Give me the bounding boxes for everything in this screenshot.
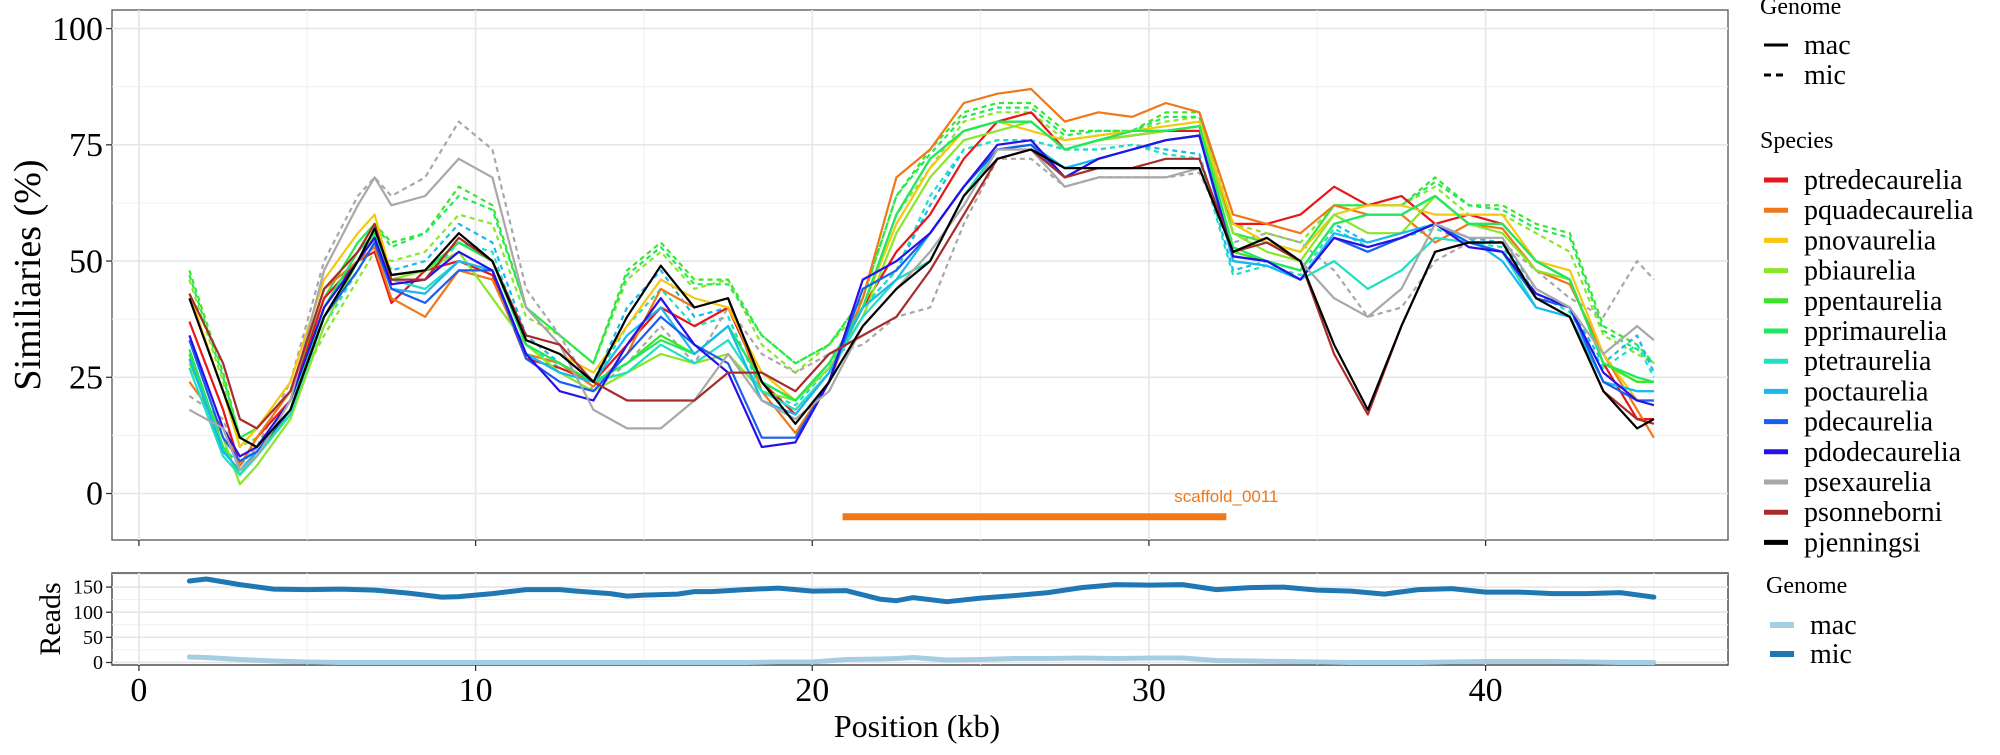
y-tick-label: 0 bbox=[93, 652, 103, 674]
x-axis-label: Position (kb) bbox=[834, 708, 1000, 744]
legend-species: Species ptredecaureliapquadecaureliapnov… bbox=[1760, 128, 1974, 558]
reads-panel: 0 50 100 150 0 10 20 30 40 Reads Position (kb) bbox=[34, 572, 1729, 744]
reads-y-axis-label: Reads bbox=[34, 582, 67, 655]
y-tick-label: 75 bbox=[69, 127, 103, 164]
reads-line-mic bbox=[186, 576, 1657, 605]
series-line-pjenningsi-mac bbox=[188, 148, 1655, 449]
legend-label: mic bbox=[1804, 60, 1846, 91]
legend-title: Genome bbox=[1760, 0, 1841, 20]
legend-label: pbiaurelia bbox=[1804, 256, 1917, 287]
legend-label: ptredecaurelia bbox=[1804, 165, 1963, 196]
series-line-ptredecaurelia-mac bbox=[188, 111, 1654, 467]
similarity-y-axis: 0 25 50 75 100 bbox=[52, 11, 112, 513]
similarity-y-axis-label: Similiaries (%) bbox=[7, 159, 49, 390]
y-tick-label: 150 bbox=[73, 577, 103, 599]
legend-title: Species bbox=[1760, 128, 1833, 154]
legend-label: psonneborni bbox=[1804, 497, 1943, 528]
legend-label: psexaurelia bbox=[1804, 467, 1932, 498]
scaffold-label: scaffold_0011 bbox=[1174, 487, 1278, 506]
legend-label: pdodecaurelia bbox=[1804, 437, 1962, 468]
legend-label: mac bbox=[1804, 30, 1851, 61]
similarity-gridlines bbox=[112, 10, 1728, 540]
legend-label: pdecaurelia bbox=[1804, 407, 1934, 438]
legend-label: ptetraurelia bbox=[1804, 346, 1932, 377]
x-axis: 0 10 20 30 40 bbox=[130, 665, 1503, 709]
legend-label: pprimaurelia bbox=[1804, 316, 1948, 347]
legend-label: pquadecaurelia bbox=[1804, 195, 1974, 226]
y-tick-label: 0 bbox=[86, 476, 103, 513]
series-line-pquadecaurelia-mac bbox=[188, 87, 1655, 467]
legend-label: mic bbox=[1810, 639, 1852, 670]
y-tick-label: 100 bbox=[52, 11, 103, 48]
series-line-ppentaurelia-mic bbox=[188, 101, 1655, 439]
reads-line-mac bbox=[186, 654, 1657, 665]
y-tick-label: 25 bbox=[69, 360, 103, 397]
scaffold-annotation: scaffold_0011 bbox=[842, 487, 1279, 521]
x-tick-label: 10 bbox=[459, 672, 493, 709]
legend-label: poctaurelia bbox=[1804, 376, 1929, 407]
x-tick-label: 30 bbox=[1132, 672, 1166, 709]
x-tick-label: 0 bbox=[130, 672, 147, 709]
x-tick-label: 20 bbox=[795, 672, 829, 709]
y-tick-label: 100 bbox=[73, 602, 103, 624]
y-tick-label: 50 bbox=[83, 627, 103, 649]
reads-lines bbox=[186, 576, 1657, 665]
x-tick-label: 40 bbox=[1469, 672, 1503, 709]
series-line-pdodecaurelia-mac bbox=[188, 134, 1655, 458]
legend-label: pnovaurelia bbox=[1804, 225, 1937, 256]
legend-title: Genome bbox=[1766, 573, 1847, 599]
series-line-pprimaurelia-mic bbox=[188, 106, 1655, 439]
legend-label: pjenningsi bbox=[1804, 527, 1921, 558]
reads-y-axis: 0 50 100 150 bbox=[73, 577, 112, 674]
similarity-x-axis-ticks bbox=[138, 540, 1487, 546]
similarity-panel: 0 25 50 75 100 scaffold_0011 Similiaries (%) bbox=[7, 9, 1729, 546]
y-tick-label: 50 bbox=[69, 243, 103, 280]
legend-label: mac bbox=[1810, 610, 1857, 641]
similarity-lines bbox=[188, 87, 1655, 486]
legend-label: ppentaurelia bbox=[1804, 286, 1943, 317]
